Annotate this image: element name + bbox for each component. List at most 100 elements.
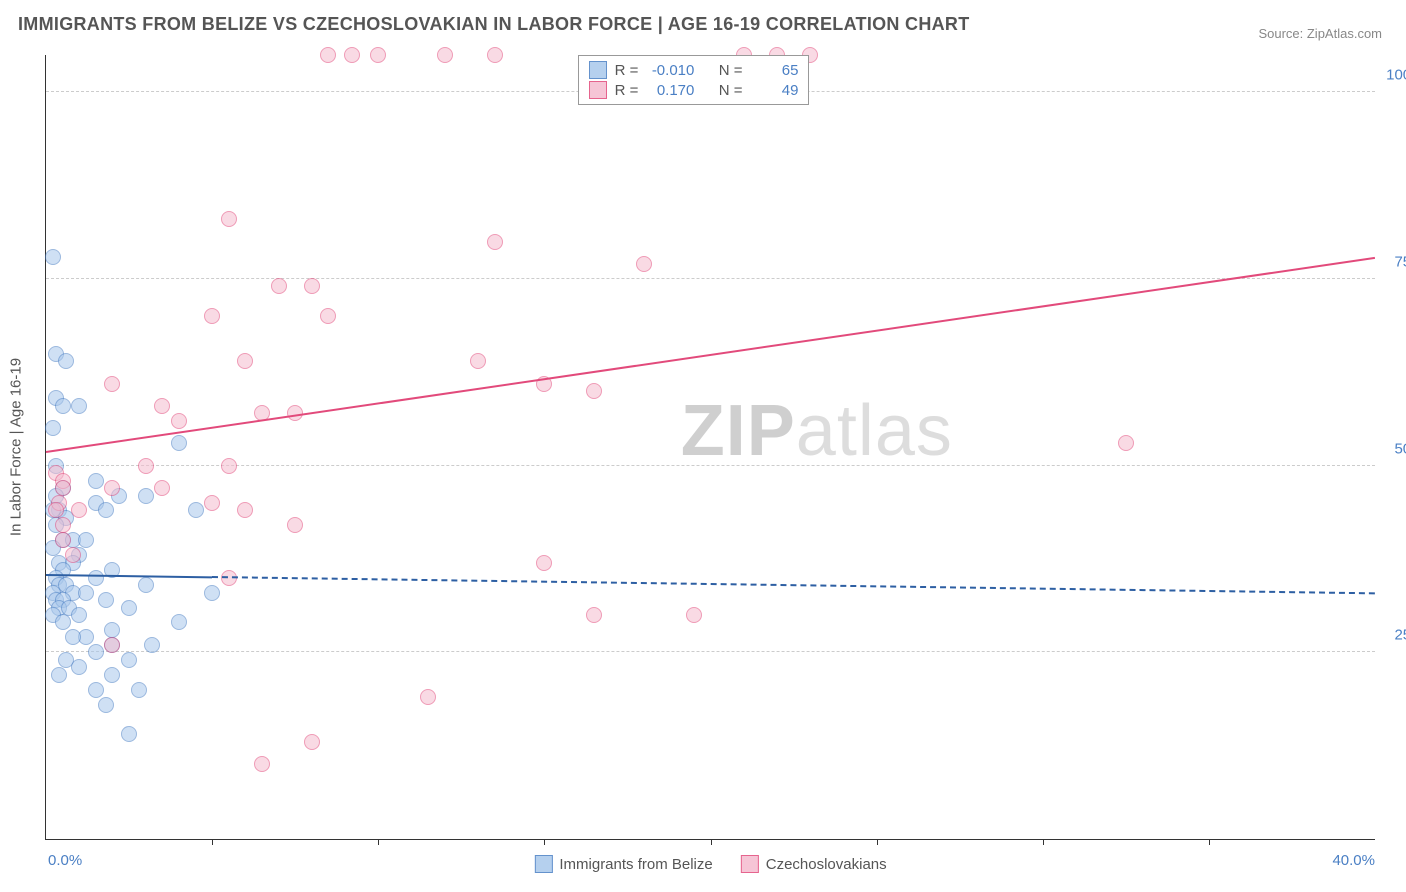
scatter-point <box>370 47 386 63</box>
watermark: ZIPatlas <box>681 390 953 472</box>
scatter-point <box>437 47 453 63</box>
plot-area: ZIPatlas In Labor Force | Age 16-19 R = … <box>45 55 1375 840</box>
scatter-point <box>65 629 81 645</box>
ytick-label: 100.0% <box>1382 67 1406 84</box>
scatter-point <box>204 585 220 601</box>
scatter-point <box>98 592 114 608</box>
scatter-point <box>88 644 104 660</box>
scatter-point <box>320 47 336 63</box>
source-label: Source: ZipAtlas.com <box>1258 26 1382 41</box>
legend-bottom: Immigrants from Belize Czechoslovakians <box>534 855 886 873</box>
scatter-point <box>131 682 147 698</box>
scatter-point <box>254 756 270 772</box>
scatter-point <box>287 517 303 533</box>
scatter-point <box>45 420 61 436</box>
scatter-point <box>58 353 74 369</box>
scatter-point <box>71 607 87 623</box>
scatter-point <box>78 532 94 548</box>
stat-r-label-1: R = <box>615 82 639 99</box>
legend-label-0: Immigrants from Belize <box>559 856 712 873</box>
scatter-point <box>121 726 137 742</box>
legend-label-1: Czechoslovakians <box>766 856 887 873</box>
stat-n-label-0: N = <box>719 62 743 79</box>
scatter-point <box>1118 435 1134 451</box>
scatter-point <box>154 398 170 414</box>
xtick-minor <box>1043 839 1044 845</box>
scatter-point <box>48 502 64 518</box>
scatter-point <box>420 689 436 705</box>
stat-n-value-1: 49 <box>750 82 798 99</box>
scatter-point <box>204 495 220 511</box>
swatch-series-0 <box>589 61 607 79</box>
scatter-point <box>78 585 94 601</box>
scatter-point <box>55 517 71 533</box>
xtick-minor <box>212 839 213 845</box>
watermark-atlas: atlas <box>796 391 953 471</box>
scatter-point <box>104 667 120 683</box>
scatter-point <box>221 211 237 227</box>
scatter-point <box>171 435 187 451</box>
stat-n-value-0: 65 <box>750 62 798 79</box>
legend-item-0: Immigrants from Belize <box>534 855 712 873</box>
scatter-point <box>71 659 87 675</box>
scatter-point <box>586 607 602 623</box>
scatter-point <box>204 308 220 324</box>
legend-swatch-1 <box>741 855 759 873</box>
scatter-point <box>487 234 503 250</box>
scatter-point <box>304 278 320 294</box>
gridline-h <box>46 651 1375 652</box>
xtick-minor <box>544 839 545 845</box>
scatter-point <box>686 607 702 623</box>
scatter-point <box>71 502 87 518</box>
trend-line <box>212 576 1375 594</box>
xtick-label: 40.0% <box>1332 852 1375 869</box>
stat-n-label-1: N = <box>719 82 743 99</box>
scatter-point <box>71 398 87 414</box>
y-axis-label: In Labor Force | Age 16-19 <box>8 358 25 536</box>
scatter-point <box>144 637 160 653</box>
xtick-minor <box>378 839 379 845</box>
scatter-point <box>98 697 114 713</box>
scatter-point <box>138 458 154 474</box>
scatter-point <box>55 480 71 496</box>
gridline-h <box>46 465 1375 466</box>
stat-r-value-0: -0.010 <box>646 62 694 79</box>
scatter-point <box>121 600 137 616</box>
stats-row-series-0: R = -0.010 N = 65 <box>589 60 799 80</box>
xtick-minor <box>711 839 712 845</box>
ytick-label: 25.0% <box>1382 627 1406 644</box>
scatter-point <box>487 47 503 63</box>
watermark-zip: ZIP <box>681 391 796 471</box>
scatter-point <box>320 308 336 324</box>
scatter-point <box>470 353 486 369</box>
scatter-point <box>104 376 120 392</box>
scatter-point <box>636 256 652 272</box>
scatter-point <box>304 734 320 750</box>
scatter-point <box>171 614 187 630</box>
xtick-minor <box>1209 839 1210 845</box>
scatter-point <box>45 249 61 265</box>
scatter-point <box>55 614 71 630</box>
scatter-point <box>65 547 81 563</box>
legend-swatch-0 <box>534 855 552 873</box>
ytick-label: 50.0% <box>1382 440 1406 457</box>
scatter-point <box>154 480 170 496</box>
stat-r-label-0: R = <box>615 62 639 79</box>
scatter-point <box>237 502 253 518</box>
xtick-minor <box>877 839 878 845</box>
scatter-point <box>51 667 67 683</box>
scatter-point <box>104 622 120 638</box>
scatter-point <box>171 413 187 429</box>
scatter-point <box>55 532 71 548</box>
scatter-point <box>188 502 204 518</box>
stat-r-value-1: 0.170 <box>646 82 694 99</box>
scatter-point <box>138 577 154 593</box>
scatter-point <box>237 353 253 369</box>
scatter-point <box>55 398 71 414</box>
stats-legend-box: R = -0.010 N = 65 R = 0.170 N = 49 <box>578 55 810 105</box>
scatter-point <box>104 637 120 653</box>
gridline-h <box>46 278 1375 279</box>
scatter-point <box>344 47 360 63</box>
scatter-point <box>586 383 602 399</box>
scatter-point <box>536 555 552 571</box>
